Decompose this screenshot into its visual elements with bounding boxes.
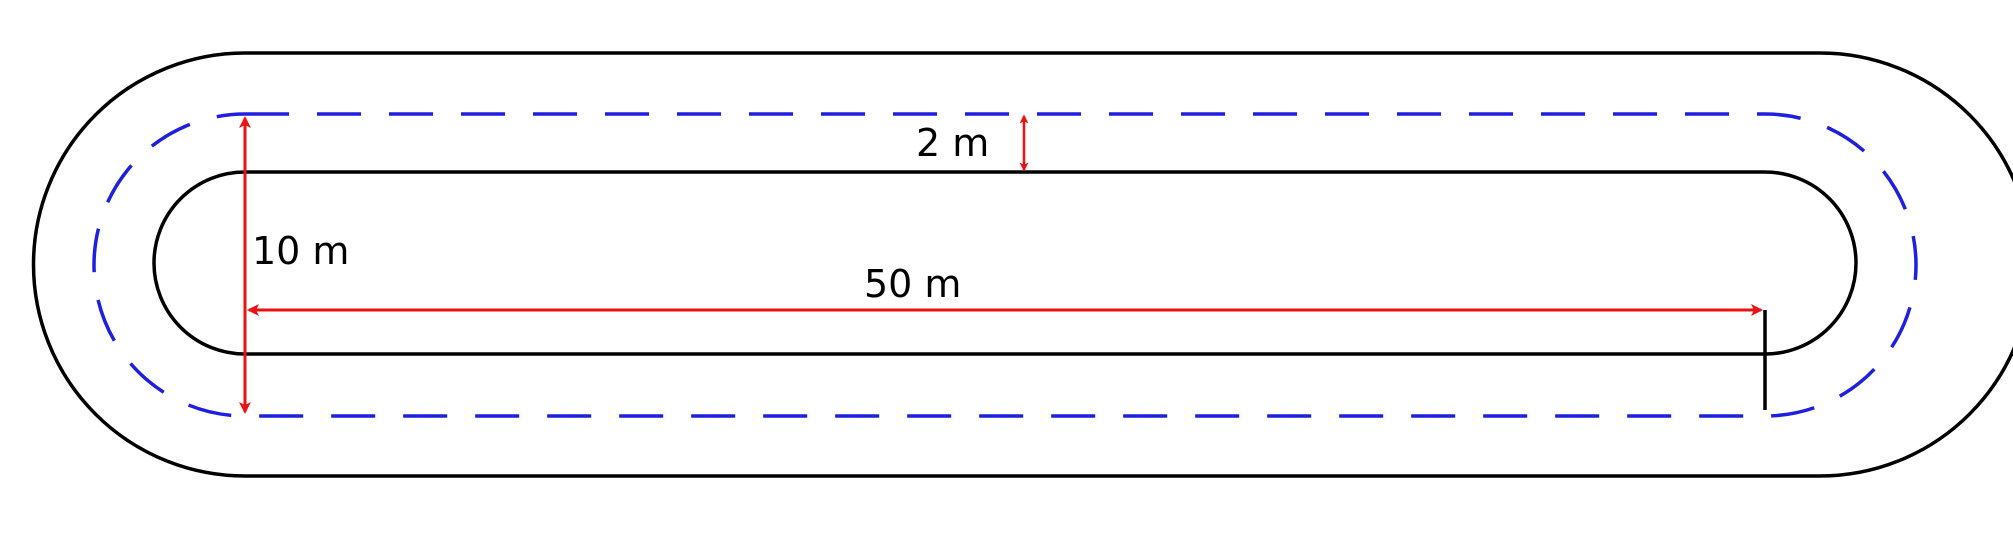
inner-width-label: 10 m — [252, 229, 349, 273]
running-line-dashed — [92, 112, 1918, 418]
outer-track-boundary — [31, 51, 2013, 478]
straight-length-label: 50 m — [864, 262, 961, 306]
inner-field-boundary — [152, 170, 1858, 356]
lane-width-label: 2 m — [916, 121, 989, 165]
